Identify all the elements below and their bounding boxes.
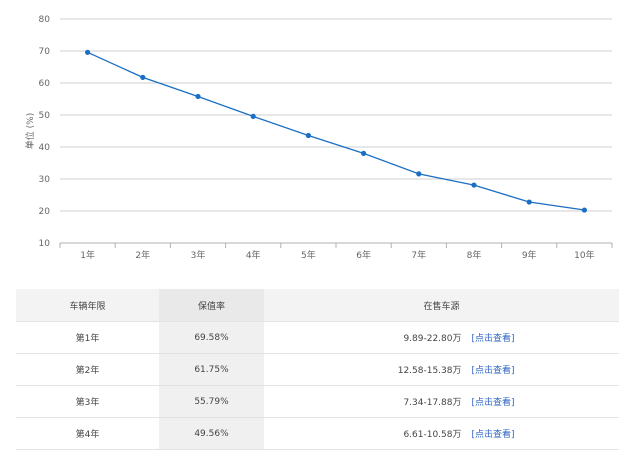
data-point bbox=[361, 150, 367, 156]
retention-line-chart: 10 20 30 40 50 60 70 80 1年 2年 3年 4年 5年 6年 7年 8年 9年 10年 单… bbox=[24, 15, 613, 261]
table-row: 第1年 69.58% 9.89-22.80万 [点击查看] bbox=[16, 321, 619, 354]
x-tick-label: 8年 bbox=[467, 249, 482, 261]
cell-rate: 61.75% bbox=[159, 353, 264, 386]
x-tick-label: 2年 bbox=[135, 249, 150, 261]
data-point bbox=[471, 182, 477, 188]
table-row: 第2年 61.75% 12.58-15.38万 [点击查看] bbox=[16, 353, 619, 386]
data-point bbox=[195, 93, 201, 100]
view-link[interactable]: [点击查看] bbox=[471, 366, 515, 376]
header-rate: 保值率 bbox=[159, 289, 264, 322]
cell-rate: 55.79% bbox=[159, 385, 264, 418]
y-tick-label: 10 bbox=[39, 239, 51, 249]
price-range: 9.89-22.80万 bbox=[403, 334, 462, 344]
cell-rate: 49.56% bbox=[159, 417, 264, 450]
y-axis-title: 单位 (%) bbox=[24, 113, 36, 149]
header-source: 在售车源 bbox=[264, 289, 619, 322]
data-point bbox=[250, 113, 256, 120]
y-tick-label: 50 bbox=[39, 111, 51, 121]
cell-year: 第2年 bbox=[16, 353, 159, 386]
x-tick-label: 9年 bbox=[522, 249, 537, 261]
view-link[interactable]: [点击查看] bbox=[471, 398, 515, 408]
view-link[interactable]: [点击查看] bbox=[471, 334, 515, 344]
cell-source: 12.58-15.38万 [点击查看] bbox=[264, 353, 619, 386]
x-tick-label: 5年 bbox=[301, 249, 316, 261]
data-point bbox=[416, 171, 422, 177]
chart-gridlines bbox=[60, 18, 612, 244]
cell-year: 第1年 bbox=[16, 321, 159, 354]
y-tick-label: 80 bbox=[39, 15, 51, 25]
y-tick-label: 30 bbox=[39, 175, 51, 185]
table-row: 第3年 55.79% 7.34-17.88万 [点击查看] bbox=[16, 385, 619, 418]
price-range: 12.58-15.38万 bbox=[397, 366, 462, 376]
x-axis: 1年 2年 3年 4年 5年 6年 7年 8年 9年 10年 bbox=[59, 242, 613, 261]
cell-rate: 69.58% bbox=[159, 321, 264, 354]
y-axis-ticks: 10 20 30 40 50 60 70 80 bbox=[39, 15, 51, 249]
data-point bbox=[581, 207, 588, 213]
price-range: 7.34-17.88万 bbox=[403, 398, 462, 408]
x-tick-label: 1年 bbox=[80, 249, 95, 261]
view-link[interactable]: [点击查看] bbox=[471, 430, 515, 440]
y-tick-label: 70 bbox=[39, 47, 51, 57]
data-point bbox=[85, 49, 91, 55]
y-tick-label: 40 bbox=[39, 143, 51, 153]
price-range: 6.61-10.58万 bbox=[403, 430, 462, 440]
data-point bbox=[140, 74, 146, 80]
cell-source: 7.34-17.88万 [点击查看] bbox=[264, 385, 619, 418]
cell-source: 6.61-10.58万 [点击查看] bbox=[264, 417, 619, 450]
x-tick-label: 4年 bbox=[246, 249, 261, 261]
x-tick-label: 7年 bbox=[411, 249, 426, 261]
retention-table: 车辆年限 保值率 在售车源 第1年 69.58% 9.89-22.80万 [点击查… bbox=[16, 289, 619, 450]
header-year: 车辆年限 bbox=[16, 289, 159, 322]
x-tick-label: 10年 bbox=[574, 249, 594, 261]
data-point bbox=[526, 199, 532, 205]
cell-source: 9.89-22.80万 [点击查看] bbox=[264, 321, 619, 354]
table-header-row: 车辆年限 保值率 在售车源 bbox=[16, 289, 619, 322]
x-tick-label: 6年 bbox=[356, 249, 371, 261]
series-line bbox=[85, 49, 588, 213]
series-polyline bbox=[87, 51, 585, 211]
x-tick-label: 3年 bbox=[191, 249, 206, 261]
data-point bbox=[305, 132, 311, 139]
cell-year: 第3年 bbox=[16, 385, 159, 418]
y-tick-label: 20 bbox=[39, 207, 51, 217]
cell-year: 第4年 bbox=[16, 417, 159, 450]
y-tick-label: 60 bbox=[39, 79, 51, 89]
table-row: 第4年 49.56% 6.61-10.58万 [点击查看] bbox=[16, 417, 619, 450]
